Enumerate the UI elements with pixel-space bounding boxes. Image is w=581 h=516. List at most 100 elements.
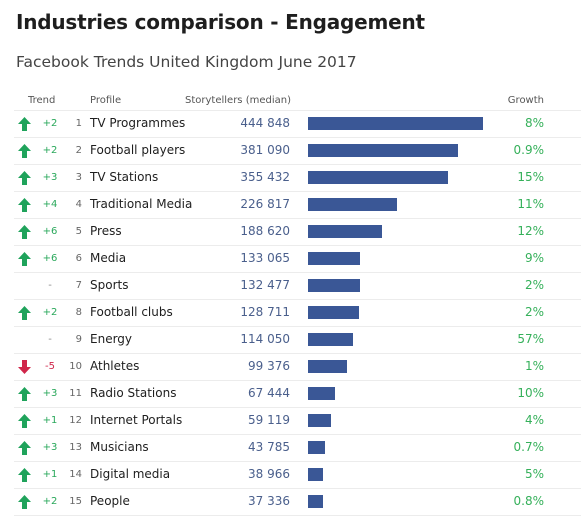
table-row: +2 1 TV Programmes 444 848 8% — [14, 111, 581, 138]
trend-none — [18, 273, 31, 298]
growth-value: 10% — [517, 386, 544, 400]
rank-number: 13 — [69, 442, 82, 453]
profile-label: Football clubs — [90, 305, 173, 319]
table-row: +3 3 TV Stations 355 432 15% — [14, 165, 581, 192]
storytellers-value: 444 848 — [240, 116, 290, 130]
trend-up-icon — [18, 219, 31, 244]
trend-up-icon — [18, 246, 31, 271]
profile-label: Athletes — [90, 359, 140, 373]
column-header-profile: Profile — [90, 95, 122, 106]
rank-number: 5 — [75, 226, 82, 237]
rank-number: 7 — [75, 280, 82, 291]
table-row: - 9 Energy 114 050 57% — [14, 327, 581, 354]
rank-number: 9 — [75, 334, 82, 345]
rank-number: 4 — [75, 199, 82, 210]
trend-up-icon — [18, 435, 31, 460]
rank-change: - — [48, 334, 52, 345]
trend-up-icon — [18, 300, 31, 325]
profile-label: Press — [90, 224, 122, 238]
trend-up-icon — [18, 111, 31, 136]
profile-label: Radio Stations — [90, 386, 177, 400]
trend-none — [18, 327, 31, 352]
storytellers-value: 114 050 — [240, 332, 290, 346]
storytellers-bar — [308, 279, 360, 292]
growth-value: 0.9% — [513, 143, 545, 157]
rank-change: +6 — [42, 226, 58, 237]
storytellers-bar — [308, 225, 382, 238]
table-row: +4 4 Traditional Media 226 817 11% — [14, 192, 581, 219]
trend-down-icon — [18, 354, 31, 379]
profile-label: Musicians — [90, 440, 149, 454]
table-row: +1 12 Internet Portals 59 119 4% — [14, 408, 581, 435]
storytellers-bar — [308, 144, 458, 157]
growth-value: 11% — [517, 197, 544, 211]
profile-label: TV Stations — [90, 170, 159, 184]
rank-number: 6 — [75, 253, 82, 264]
table-row: -5 10 Athletes 99 376 1% — [14, 354, 581, 381]
table-row: - 7 Sports 132 477 2% — [14, 273, 581, 300]
trend-up-icon — [18, 408, 31, 433]
profile-label: Digital media — [90, 467, 171, 481]
storytellers-value: 381 090 — [240, 143, 290, 157]
growth-value: 12% — [517, 224, 544, 238]
storytellers-bar — [308, 117, 483, 130]
storytellers-value: 99 376 — [248, 359, 290, 373]
rank-change: +2 — [42, 118, 58, 129]
table-row: +6 5 Press 188 620 12% — [14, 219, 581, 246]
rank-change: +3 — [42, 172, 58, 183]
storytellers-value: 128 711 — [240, 305, 290, 319]
rank-change: - — [48, 280, 52, 291]
storytellers-value: 43 785 — [248, 440, 290, 454]
profile-label: Sports — [90, 278, 129, 292]
storytellers-value: 67 444 — [248, 386, 290, 400]
storytellers-value: 132 477 — [240, 278, 290, 292]
trend-up-icon — [18, 462, 31, 487]
table-row: +2 2 Football players 381 090 0.9% — [14, 138, 581, 165]
storytellers-value: 59 119 — [248, 413, 290, 427]
rank-number: 15 — [69, 496, 82, 507]
rank-number: 2 — [75, 145, 82, 156]
growth-value: 4% — [524, 413, 544, 427]
trend-up-icon — [18, 138, 31, 163]
rank-number: 12 — [69, 415, 82, 426]
table-row: +6 6 Media 133 065 9% — [14, 246, 581, 273]
table-row: +3 13 Musicians 43 785 0.7% — [14, 435, 581, 462]
rank-change: +2 — [42, 496, 58, 507]
column-header-growth: Growth — [507, 95, 544, 106]
profile-label: TV Programmes — [90, 116, 186, 130]
growth-value: 57% — [517, 332, 544, 346]
profile-label: Energy — [90, 332, 133, 346]
chart-title: Industries comparison - Engagement — [16, 10, 425, 34]
storytellers-bar — [308, 414, 331, 427]
storytellers-value: 188 620 — [240, 224, 290, 238]
profile-label: Media — [90, 251, 127, 265]
rank-number: 11 — [69, 388, 82, 399]
rank-change: +4 — [42, 199, 58, 210]
column-header-trend: Trend — [28, 95, 56, 106]
storytellers-bar — [308, 198, 397, 211]
table-row: +2 8 Football clubs 128 711 2% — [14, 300, 581, 327]
profile-label: People — [90, 494, 130, 508]
rank-number: 10 — [69, 361, 82, 372]
storytellers-value: 133 065 — [240, 251, 290, 265]
rank-number: 1 — [75, 118, 82, 129]
growth-value: 0.8% — [513, 494, 545, 508]
storytellers-value: 226 817 — [240, 197, 290, 211]
storytellers-bar — [308, 360, 347, 373]
storytellers-bar — [308, 468, 323, 481]
storytellers-bar — [308, 387, 335, 400]
table-row: +1 14 Digital media 38 966 5% — [14, 462, 581, 489]
growth-value: 15% — [517, 170, 544, 184]
rank-change: -5 — [45, 361, 55, 372]
trend-up-icon — [18, 489, 31, 514]
storytellers-bar — [308, 495, 323, 508]
growth-value: 2% — [524, 278, 544, 292]
growth-value: 8% — [524, 116, 544, 130]
storytellers-bar — [308, 306, 359, 319]
rank-number: 3 — [75, 172, 82, 183]
storytellers-bar — [308, 171, 448, 184]
storytellers-bar — [308, 252, 360, 265]
profile-label: Football players — [90, 143, 186, 157]
growth-value: 2% — [524, 305, 544, 319]
storytellers-value: 38 966 — [248, 467, 290, 481]
